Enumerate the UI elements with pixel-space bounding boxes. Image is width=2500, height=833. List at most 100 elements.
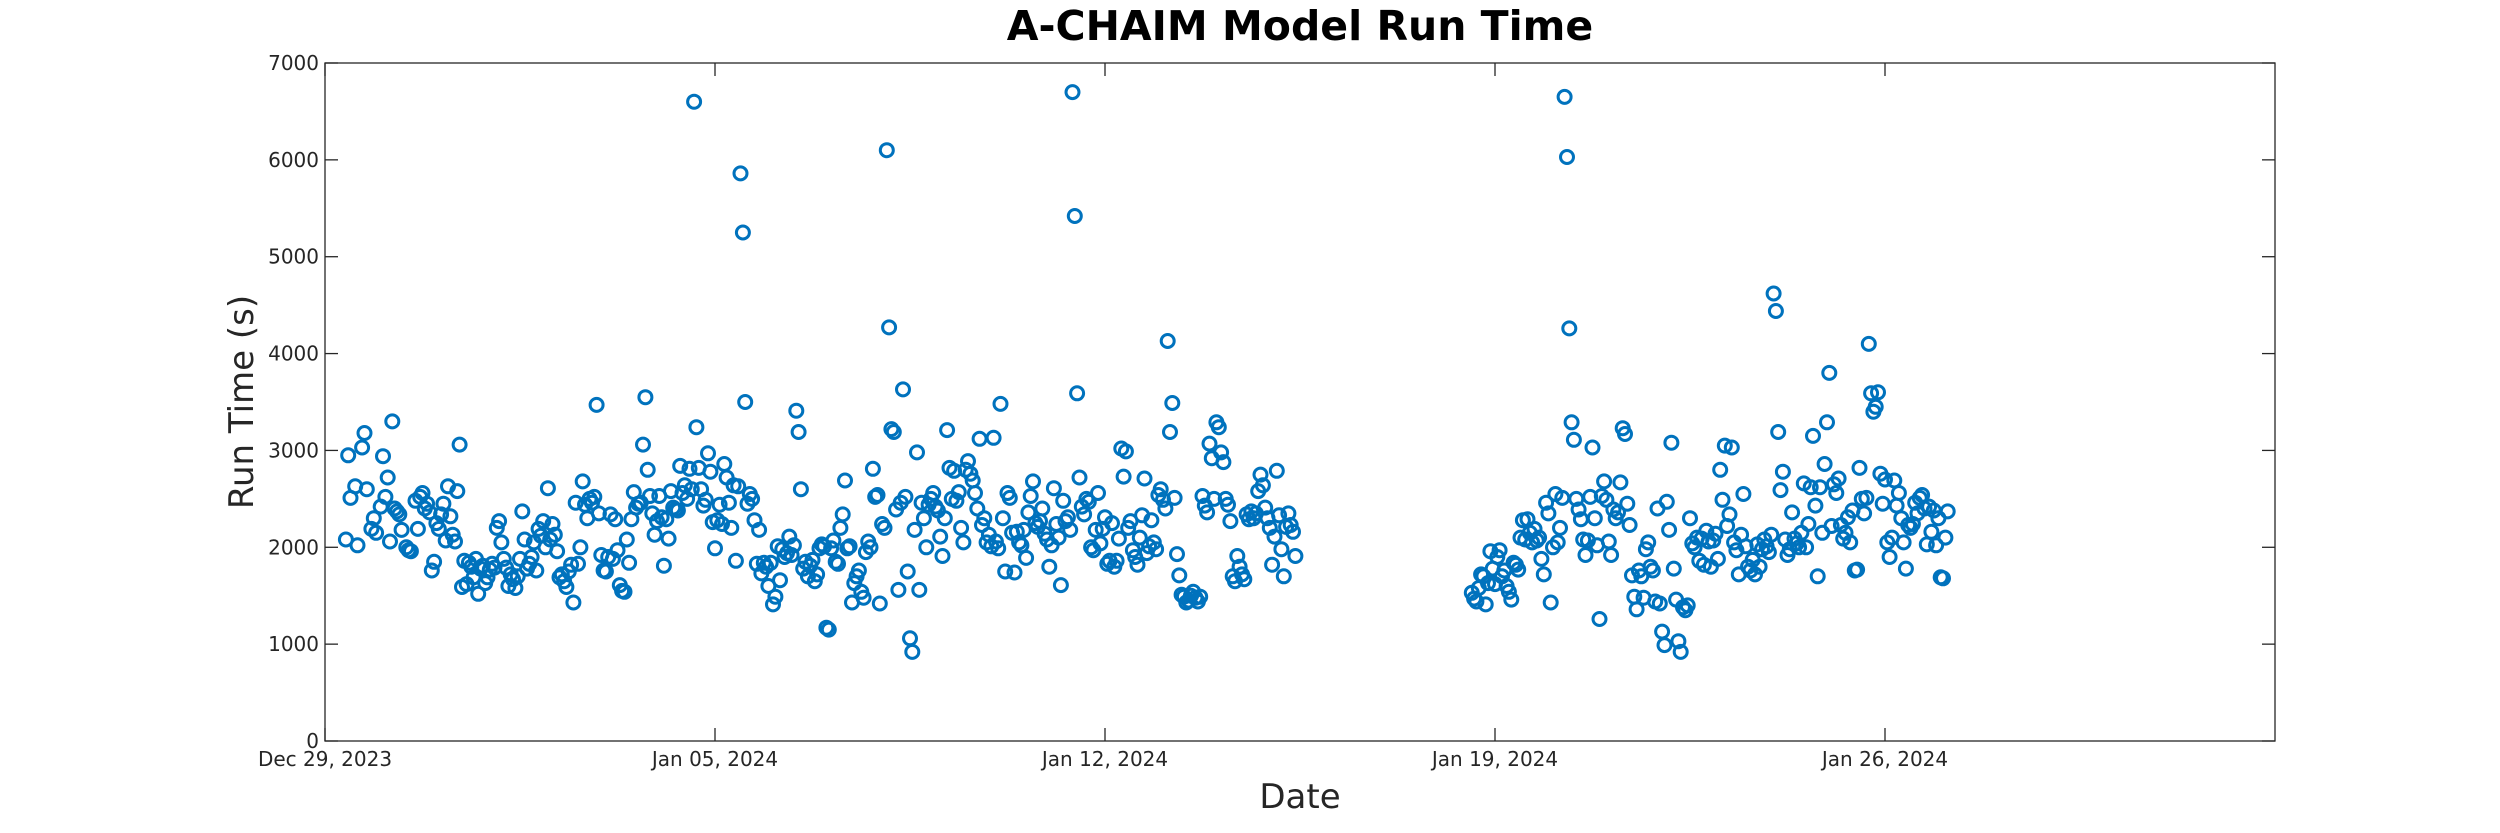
data-point bbox=[1020, 504, 1037, 521]
x-tick-label: Jan 12, 2024 bbox=[1040, 747, 1168, 771]
data-point bbox=[855, 589, 872, 606]
data-point bbox=[1728, 542, 1745, 559]
data-point bbox=[1661, 521, 1678, 538]
data-point bbox=[558, 579, 575, 595]
data-point bbox=[1510, 561, 1527, 578]
data-point bbox=[1129, 556, 1146, 573]
data-point bbox=[1538, 494, 1555, 511]
data-point bbox=[1735, 486, 1752, 502]
data-point bbox=[1877, 471, 1893, 488]
data-point bbox=[1052, 577, 1069, 594]
y-axis-label: Run Time (s) bbox=[222, 295, 262, 509]
data-point bbox=[1716, 437, 1733, 454]
data-point bbox=[823, 540, 840, 557]
data-point bbox=[751, 521, 768, 538]
data-point bbox=[967, 485, 983, 501]
data-point bbox=[820, 621, 837, 638]
data-point bbox=[1923, 523, 1940, 540]
y-axis: 0 1000 2000 3000 4000 5000 6000 7000 bbox=[268, 51, 2275, 753]
y-tick-label: 2000 bbox=[268, 535, 319, 559]
data-point bbox=[697, 491, 714, 508]
data-point bbox=[906, 521, 923, 538]
data-point bbox=[1090, 485, 1106, 501]
data-point bbox=[788, 402, 805, 419]
data-point bbox=[669, 502, 686, 519]
data-point bbox=[365, 510, 382, 527]
data-point bbox=[1721, 506, 1738, 523]
data-point bbox=[792, 481, 809, 498]
data-point bbox=[539, 480, 556, 497]
data-point bbox=[618, 531, 635, 548]
data-point bbox=[1115, 468, 1132, 485]
data-point bbox=[563, 556, 580, 573]
data-point bbox=[340, 447, 357, 464]
data-point bbox=[948, 492, 965, 509]
data-point bbox=[1856, 505, 1873, 522]
data-point bbox=[1069, 385, 1086, 402]
data-point bbox=[1805, 427, 1821, 444]
data-point bbox=[639, 461, 656, 478]
data-point bbox=[1621, 517, 1638, 533]
data-point bbox=[881, 319, 898, 336]
data-point bbox=[1006, 564, 1023, 581]
data-point bbox=[683, 481, 700, 498]
data-point bbox=[1751, 558, 1768, 575]
data-point bbox=[714, 516, 730, 532]
data-point bbox=[955, 534, 972, 551]
y-tick-label: 0 bbox=[306, 729, 319, 753]
data-point bbox=[1222, 513, 1239, 530]
data-point bbox=[1229, 548, 1246, 564]
data-point bbox=[1867, 398, 1884, 415]
data-point bbox=[1257, 499, 1274, 516]
data-point bbox=[1565, 431, 1582, 448]
data-point bbox=[1254, 477, 1271, 494]
data-point bbox=[1171, 567, 1188, 584]
data-point bbox=[1159, 333, 1176, 349]
data-point bbox=[1584, 439, 1601, 456]
data-point bbox=[904, 643, 921, 660]
data-point bbox=[1819, 414, 1835, 431]
x-axis-label: Date bbox=[1259, 777, 1340, 817]
data-point bbox=[976, 510, 993, 527]
data-point bbox=[1045, 480, 1062, 497]
data-point bbox=[864, 460, 881, 477]
data-point bbox=[1480, 575, 1496, 592]
data-point bbox=[528, 562, 545, 579]
data-point bbox=[911, 581, 928, 598]
data-point bbox=[616, 583, 633, 600]
data-point bbox=[994, 510, 1011, 527]
data-point bbox=[419, 495, 436, 512]
data-point bbox=[1533, 550, 1550, 567]
data-point bbox=[391, 506, 408, 523]
data-point bbox=[451, 436, 468, 453]
data-point bbox=[1275, 568, 1292, 585]
data-point bbox=[447, 533, 463, 550]
data-point bbox=[514, 503, 531, 520]
data-point bbox=[1477, 596, 1494, 613]
data-point bbox=[1656, 637, 1673, 654]
x-tick-label: Jan 19, 2024 bbox=[1430, 747, 1558, 771]
data-point bbox=[430, 520, 447, 537]
data-point bbox=[368, 524, 385, 541]
data-point bbox=[1939, 503, 1956, 520]
data-point bbox=[1164, 395, 1181, 411]
data-point bbox=[1108, 552, 1125, 569]
data-point bbox=[1823, 518, 1840, 534]
data-point bbox=[1937, 529, 1954, 546]
data-point bbox=[1252, 466, 1269, 483]
data-point bbox=[1152, 481, 1169, 498]
data-point bbox=[681, 460, 698, 477]
data-point bbox=[688, 419, 705, 436]
data-point bbox=[869, 487, 886, 503]
data-point bbox=[572, 539, 589, 556]
data-point bbox=[1670, 633, 1687, 650]
data-point bbox=[897, 488, 914, 505]
data-point bbox=[516, 531, 533, 548]
data-point bbox=[918, 539, 935, 556]
data-point bbox=[637, 389, 654, 406]
data-point bbox=[711, 496, 728, 513]
x-axis: Dec 29, 2023 Jan 05, 2024 Jan 12, 2024 Jan … bbox=[258, 63, 1948, 771]
data-point bbox=[790, 424, 807, 440]
data-point bbox=[1169, 546, 1185, 563]
data-point bbox=[402, 543, 419, 560]
